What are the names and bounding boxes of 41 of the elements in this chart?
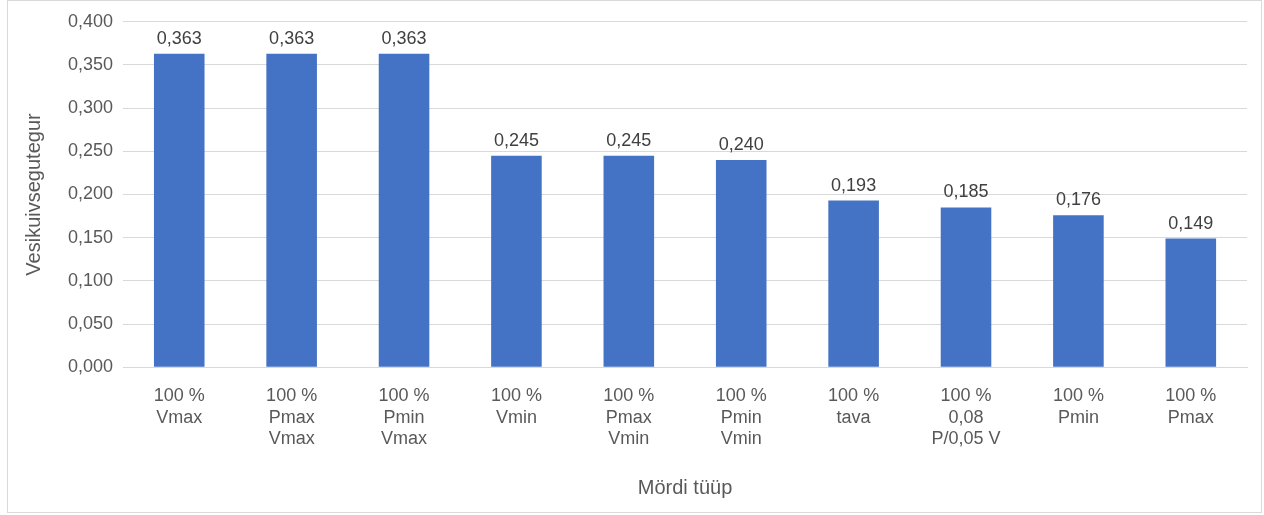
data-label: 0,176 — [1055, 189, 1101, 210]
data-label: 0,363 — [381, 27, 427, 48]
y-tick-label: 0,200 — [68, 183, 114, 204]
bar — [603, 155, 655, 367]
y-axis-title: Vesikuivsegutegur — [21, 113, 44, 276]
data-label: 0,245 — [606, 129, 652, 150]
y-tick-label: 0,300 — [68, 97, 114, 118]
y-tick-label: 0,050 — [68, 312, 114, 333]
data-label: 0,193 — [831, 174, 877, 195]
x-tick-label: 100 % Pmax — [1165, 384, 1217, 427]
data-label: 0,240 — [718, 133, 764, 154]
bar — [378, 53, 430, 367]
data-label: 0,185 — [943, 181, 989, 202]
x-tick-label: 100 % Pmax Vmin — [603, 384, 655, 449]
x-axis-title: Mördi tüüp — [637, 475, 733, 498]
data-label: 0,245 — [493, 129, 539, 150]
x-tick-label: 100 % Pmax Vmax — [266, 384, 318, 449]
y-tick-label: 0,400 — [68, 10, 114, 31]
bar — [1053, 215, 1104, 367]
bar — [940, 207, 992, 367]
x-tick-label: 100 % Pmin Vmin — [715, 384, 767, 449]
y-tick-label: 0,150 — [68, 226, 114, 247]
x-tick-label: 100 % 0,08 P/0,05 V — [931, 384, 1001, 449]
data-label: 0,363 — [156, 27, 202, 48]
bar — [153, 53, 205, 367]
bar — [828, 200, 879, 367]
x-tick-label: 100 % Vmin — [490, 384, 542, 427]
bar — [266, 53, 317, 367]
x-tick-label: 100 % tava — [828, 384, 880, 427]
y-tick-label: 0,000 — [68, 356, 114, 377]
x-tick-label: 100 % Pmin — [1052, 384, 1104, 427]
data-label: 0,149 — [1168, 212, 1214, 233]
data-label: 0,363 — [269, 27, 315, 48]
y-tick-label: 0,350 — [68, 53, 114, 74]
bar — [1165, 238, 1217, 367]
y-tick-label: 0,250 — [68, 140, 114, 161]
x-tick-label: 100 % Pmin Vmax — [378, 384, 430, 449]
bar — [715, 159, 767, 367]
x-tick-label: 100 % Vmax — [153, 384, 205, 427]
bar — [491, 155, 542, 367]
y-tick-label: 0,100 — [68, 269, 114, 290]
